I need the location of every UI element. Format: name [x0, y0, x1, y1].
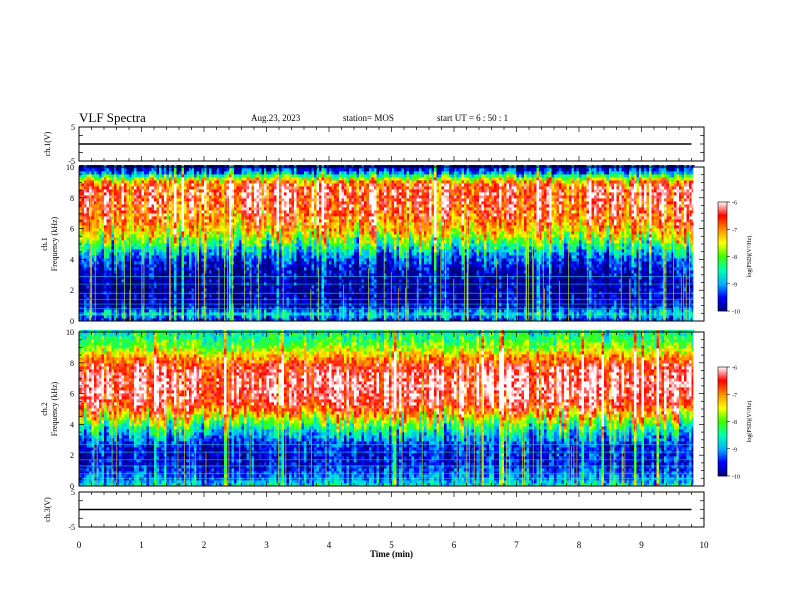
- ch2-colorbar: [718, 367, 727, 476]
- ch2-spectrogram-ytick-label: 4: [70, 420, 74, 429]
- ch1-spectrogram-ytick-label: 8: [70, 194, 74, 203]
- ch2-spectrogram-ytick-label: 8: [70, 359, 74, 368]
- ch1-spectrogram-ytick-label: 4: [70, 255, 74, 264]
- ch2-spectrogram-ytick-label: 6: [70, 390, 74, 399]
- x-tick-label: 1: [139, 540, 144, 550]
- x-tick-label: 2: [202, 540, 207, 550]
- x-tick-label: 8: [577, 540, 582, 550]
- ch1-spectrogram-ytick-label: 2: [70, 286, 74, 295]
- ch1-colorbar-tick-label: -6: [732, 201, 737, 207]
- x-tick-label: 0: [77, 540, 82, 550]
- ch2-colorbar-label: log(PSD)(V²/Hz): [746, 401, 753, 442]
- ch2-spectrogram-ylabel-channel: ch.2: [40, 402, 49, 416]
- ch2-spectrogram-ytick-label: 10: [66, 328, 74, 337]
- ch2-colorbar-tick-label: -7: [732, 393, 737, 399]
- ch1-spectrogram-ytick-label: 6: [70, 225, 74, 234]
- x-tick-label: 7: [514, 540, 519, 550]
- vlf-figure: 5-5ch.1(V)0246810ch.1 Frequency (kHz)-6-7…: [0, 0, 792, 612]
- ch1-spectrogram-ylabel-frequency: Frequency (kHz): [50, 216, 59, 271]
- ch1-colorbar-tick-label: -9: [732, 282, 737, 288]
- ch1-colorbar: [718, 202, 727, 311]
- ch2-spectrogram-heatmap: [79, 330, 704, 486]
- ch3-voltage-ylabel: ch.3(V): [43, 497, 52, 522]
- ch2-colorbar-tick-label: -8: [732, 420, 737, 426]
- ch1-colorbar-tick-label: -7: [732, 228, 737, 234]
- ch1-voltage-ylabel: ch.1(V): [43, 131, 52, 156]
- ch3-voltage-ytick-label: 5: [71, 488, 75, 497]
- x-axis-label: Time (min): [370, 549, 413, 559]
- ch1-colorbar-tick-label: -8: [732, 255, 737, 261]
- ch1-voltage-ytick-label: 5: [71, 123, 75, 132]
- x-tick-label: 3: [264, 540, 269, 550]
- ch1-spectrogram-ytick-label: 0: [70, 317, 74, 326]
- x-tick-label: 6: [452, 540, 457, 550]
- x-tick-label: 10: [700, 540, 710, 550]
- ch2-colorbar-tick-label: -9: [732, 447, 737, 453]
- x-tick-label: 4: [327, 540, 332, 550]
- ch1-colorbar-tick-label: -10: [732, 310, 740, 316]
- ch1-colorbar-label: log(PSD)(V²/Hz): [746, 236, 753, 277]
- ch1-spectrogram-ylabel-channel: ch.1: [40, 237, 49, 251]
- ch2-colorbar-tick-label: -6: [732, 366, 737, 372]
- ch1-spectrogram-heatmap: [79, 165, 704, 321]
- ch2-spectrogram-ytick-label: 2: [70, 451, 74, 460]
- x-tick-label: 9: [639, 540, 644, 550]
- ch1-spectrogram-ytick-label: 10: [66, 163, 74, 172]
- ch2-spectrogram-ylabel-frequency: Frequency (kHz): [50, 381, 59, 436]
- ch2-colorbar-tick-label: -10: [732, 475, 740, 481]
- ch3-voltage-ytick-label: -5: [68, 523, 75, 532]
